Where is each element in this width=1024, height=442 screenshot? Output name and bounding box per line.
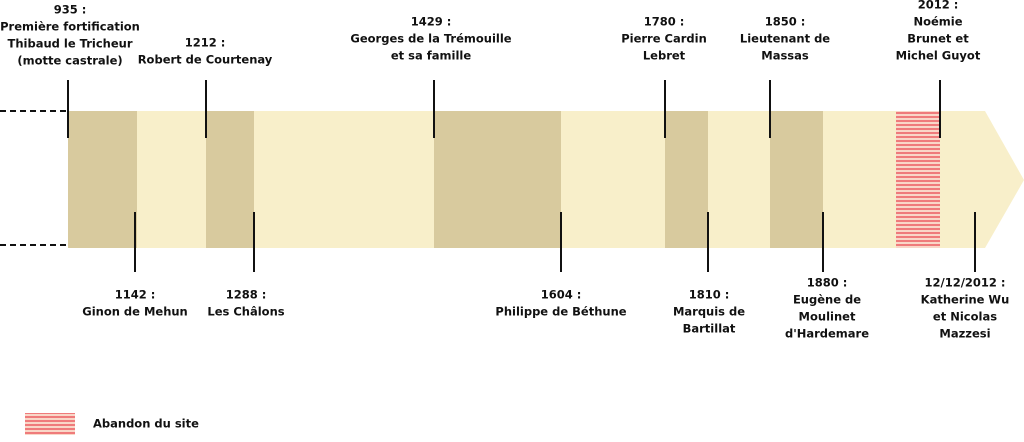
period-block	[434, 111, 561, 248]
event-label: 1604 :	[541, 288, 582, 302]
period-block	[206, 111, 254, 248]
event-label: 2012 :	[918, 0, 959, 12]
event-label: d'Hardemare	[785, 327, 869, 341]
event-label: Georges de la Trémouille	[350, 32, 511, 46]
event-label: Noémie	[913, 15, 962, 29]
event-label: 1212 :	[185, 36, 226, 50]
event-label: Bartillat	[683, 322, 736, 336]
event-label: Robert de Courtenay	[138, 53, 273, 67]
period-block	[665, 111, 708, 248]
event-label: Michel Guyot	[896, 49, 981, 63]
event-label: 1810 :	[689, 288, 730, 302]
event-label: Mazzesi	[939, 327, 990, 341]
event-label: Ginon de Mehun	[82, 305, 188, 319]
period-block	[68, 111, 137, 248]
event-label: Lebret	[643, 49, 686, 63]
event-label: Marquis de	[673, 305, 745, 319]
period-block	[770, 111, 823, 248]
event-label: 1850 :	[765, 15, 806, 29]
legend-swatch	[25, 413, 75, 435]
event-label: (motte castrale)	[17, 54, 122, 68]
event-label: 935 :	[54, 3, 87, 17]
event-label: 1288 :	[226, 288, 267, 302]
event-label: 12/12/2012 :	[924, 276, 1005, 290]
event-label: Première fortification	[0, 20, 140, 34]
event-label: Philippe de Béthune	[495, 305, 626, 319]
event-label: Katherine Wu	[921, 293, 1010, 307]
event-label: 1780 :	[644, 15, 685, 29]
event-label: Les Châlons	[207, 305, 284, 319]
legend-label: Abandon du site	[93, 417, 199, 431]
event-label: Pierre Cardin	[621, 32, 707, 46]
event-label: 1880 :	[807, 276, 848, 290]
event-label: et Nicolas	[933, 310, 997, 324]
event-label: Lieutenant de	[740, 32, 830, 46]
abandon-block	[896, 111, 940, 248]
event-label: Brunet et	[907, 32, 969, 46]
event-label: Eugène de	[793, 293, 861, 307]
event-label: Massas	[761, 49, 809, 63]
event-label: Moulinet	[799, 310, 856, 324]
event-label: et sa famille	[391, 49, 471, 63]
event-label: Thibaud le Tricheur	[8, 37, 133, 51]
event-label: 1142 :	[115, 288, 156, 302]
event-label: 1429 :	[411, 15, 452, 29]
